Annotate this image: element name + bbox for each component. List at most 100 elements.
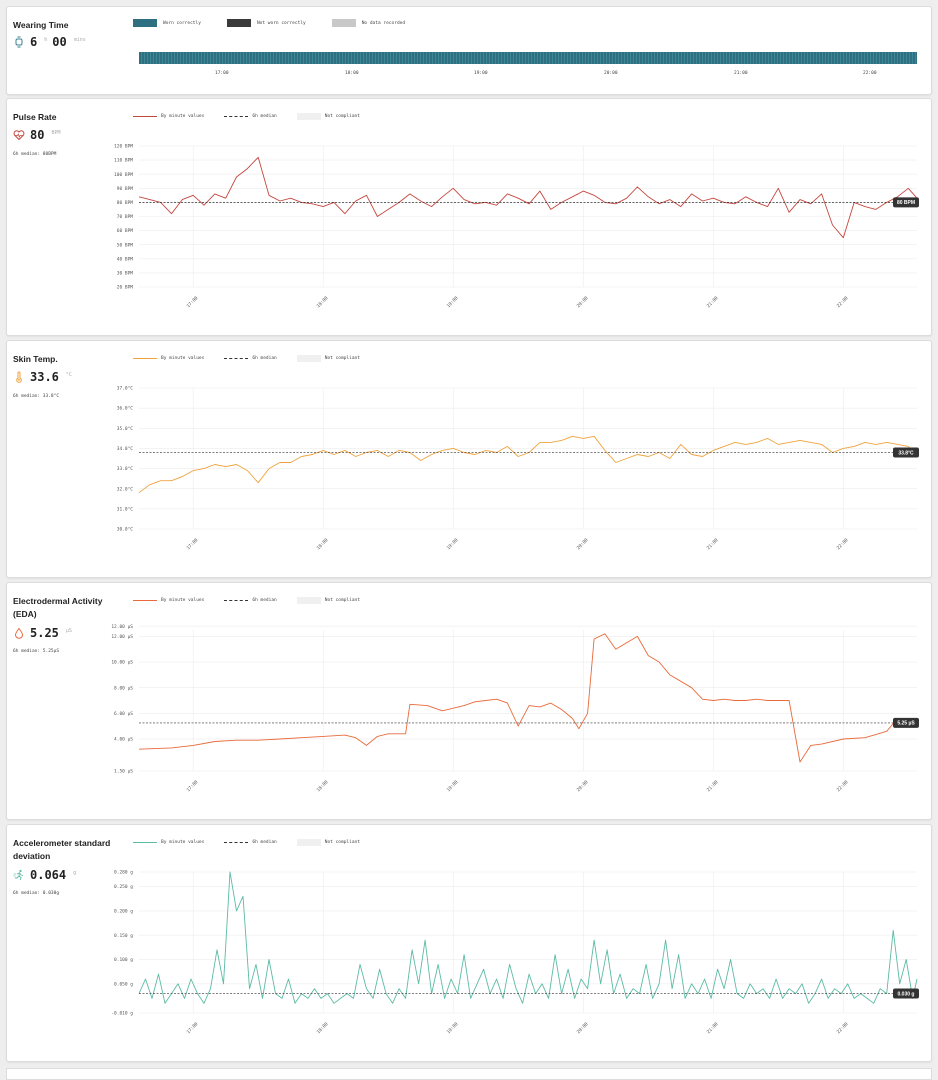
eda-title: Electrodermal Activity (EDA) <box>13 596 103 619</box>
x-tick-label: 21:00 <box>706 295 720 309</box>
median-badge <box>893 447 919 458</box>
wearing-minutes-unit: mins <box>73 37 86 43</box>
y-tick-label: 30.0°C <box>117 527 134 533</box>
y-tick-label: 50 BPM <box>117 242 134 248</box>
minute-label: By minute values <box>161 840 205 845</box>
worn-swatch <box>133 19 157 27</box>
x-tick-label: 17:00 <box>186 295 200 309</box>
eda-legend: By minute values 6h median Not compliant <box>133 597 360 604</box>
wearing-time-metric: 6 h 00 mins <box>13 36 86 49</box>
not-worn-label: Not worn correctly <box>256 20 306 26</box>
y-tick-label: 12.00 µS <box>111 634 133 640</box>
median-badge-label: 33.8°C <box>898 450 914 456</box>
y-tick-label: 31.0°C <box>117 506 134 512</box>
wearing-tick: 19:00 <box>474 71 488 76</box>
y-tick-label: 40 BPM <box>117 256 134 262</box>
wearing-tick: 18:00 <box>345 71 359 76</box>
y-tick-label: 36.0°C <box>117 406 134 412</box>
wearing-time-card: Wearing Time 6 h 00 mins Worn correctly … <box>6 6 932 95</box>
minute-label: By minute values <box>161 598 205 603</box>
y-tick-label: 0.250 g <box>114 884 133 890</box>
x-tick-label: 17:00 <box>186 537 200 551</box>
y-tick-label: 4.00 µS <box>114 737 133 743</box>
no-data-label: No data recorded <box>361 20 406 26</box>
temp-value: 33.6 <box>30 370 59 384</box>
eda-chart: 1.50 µS 4.00 µS 6.00 µS 8.00 µS 10.00 µS 12.0… <box>111 624 919 793</box>
median-swatch <box>224 116 249 117</box>
x-tick-label: 22:00 <box>836 537 850 551</box>
median-badge-label: 80 BPM <box>897 200 915 206</box>
x-tick-label: 22:00 <box>836 295 850 309</box>
pulse-chart: 20 BPM 30 BPM 40 BPM 50 BPM 60 BPM 70 BPM 80 B… <box>114 144 919 309</box>
y-tick-label: 100 BPM <box>114 172 133 178</box>
y-tick-label: 0.050 g <box>114 981 133 987</box>
wearing-tick: 21:00 <box>734 71 748 76</box>
next-card-edge <box>6 1068 932 1080</box>
x-tick-label: 20:00 <box>576 779 590 793</box>
y-tick-label: 34.0°C <box>117 446 134 452</box>
y-tick-label: 6.00 µS <box>114 711 133 717</box>
y-tick-label: 80 BPM <box>117 200 134 206</box>
noncompliant-label: Not compliant <box>324 356 360 361</box>
temp-legend: By minute values 6h median Not compliant <box>133 355 360 362</box>
x-tick-label: 19:00 <box>446 1021 460 1035</box>
x-tick-label: 21:00 <box>706 779 720 793</box>
median-swatch <box>224 600 249 601</box>
y-tick-label: 10.00 µS <box>111 660 133 666</box>
median-swatch <box>224 358 249 359</box>
y-tick-label: 32.0°C <box>117 486 134 492</box>
x-tick-label: 18:00 <box>316 779 330 793</box>
accel-title: Accelerometer standard deviation <box>13 838 111 861</box>
accel-card: Accelerometer standard deviation 0.064 g… <box>6 824 932 1062</box>
x-tick-label: 19:00 <box>446 537 460 551</box>
x-tick-label: 19:00 <box>446 779 460 793</box>
x-tick-label: 20:00 <box>576 1021 590 1035</box>
pulse-card: Pulse Rate 80 BPM 6h median: 80BPM By mi… <box>6 98 932 336</box>
y-tick-label: -0.010 g <box>111 1011 133 1017</box>
pulse-metric: 80 BPM <box>13 129 60 142</box>
minute-swatch <box>133 842 157 843</box>
median-swatch <box>224 842 249 843</box>
wearing-tick: 17:00 <box>215 71 229 76</box>
no-data-swatch <box>331 19 356 27</box>
y-tick-label: 8.00 µS <box>114 685 133 691</box>
x-tick-label: 18:00 <box>316 537 330 551</box>
pulse-legend: By minute values 6h median Not compliant <box>133 113 360 120</box>
x-tick-label: 17:00 <box>186 779 200 793</box>
x-tick-label: 20:00 <box>576 537 590 551</box>
y-tick-label: 60 BPM <box>117 228 134 234</box>
median-badge-label: 5.25 µS <box>897 721 915 727</box>
pulse-title: Pulse Rate <box>13 112 57 122</box>
x-tick-label: 17:00 <box>186 1021 200 1035</box>
accel-legend: By minute values 6h median Not compliant <box>133 839 360 846</box>
y-tick-label: 0.200 g <box>114 908 133 914</box>
noncompliant-label: Not compliant <box>324 598 360 603</box>
wearing-time-title: Wearing Time <box>13 20 69 30</box>
x-tick-label: 20:00 <box>576 295 590 309</box>
wearing-timeline-bar <box>139 52 917 64</box>
temp-series-line <box>138 435 918 494</box>
accel-median-text: 6h median: 0.030g <box>13 891 60 896</box>
pulse-series-line <box>138 156 918 239</box>
minute-swatch <box>133 600 157 601</box>
wearing-hours: 6 <box>30 35 38 49</box>
noncompliant-swatch <box>296 355 321 362</box>
y-tick-label: 70 BPM <box>117 214 134 220</box>
wearing-legend: Worn correctly Not worn correctly No dat… <box>133 19 405 27</box>
noncompliant-label: Not compliant <box>324 840 360 845</box>
runner-icon <box>13 869 24 881</box>
temp-card: Skin Temp. 33.6 °C 6h median: 33.8°C By … <box>6 340 932 578</box>
x-tick-label: 18:00 <box>316 295 330 309</box>
temp-median-text: 6h median: 33.8°C <box>13 394 60 399</box>
noncompliant-swatch <box>296 839 321 846</box>
y-tick-label: 30 BPM <box>117 271 134 277</box>
accel-series-line <box>138 871 918 1004</box>
worn-label: Worn correctly <box>163 20 201 26</box>
temp-chart: 30.0°C 31.0°C 32.0°C 33.0°C 34.0°C 35.0°C 36.0… <box>117 386 919 551</box>
median-label: 6h median <box>252 598 277 603</box>
median-label: 6h median <box>252 114 277 119</box>
eda-card: Electrodermal Activity (EDA) 5.25 µS 6h … <box>6 582 932 820</box>
median-badge <box>893 988 919 999</box>
not-worn-swatch <box>226 19 251 27</box>
median-badge <box>893 197 919 208</box>
